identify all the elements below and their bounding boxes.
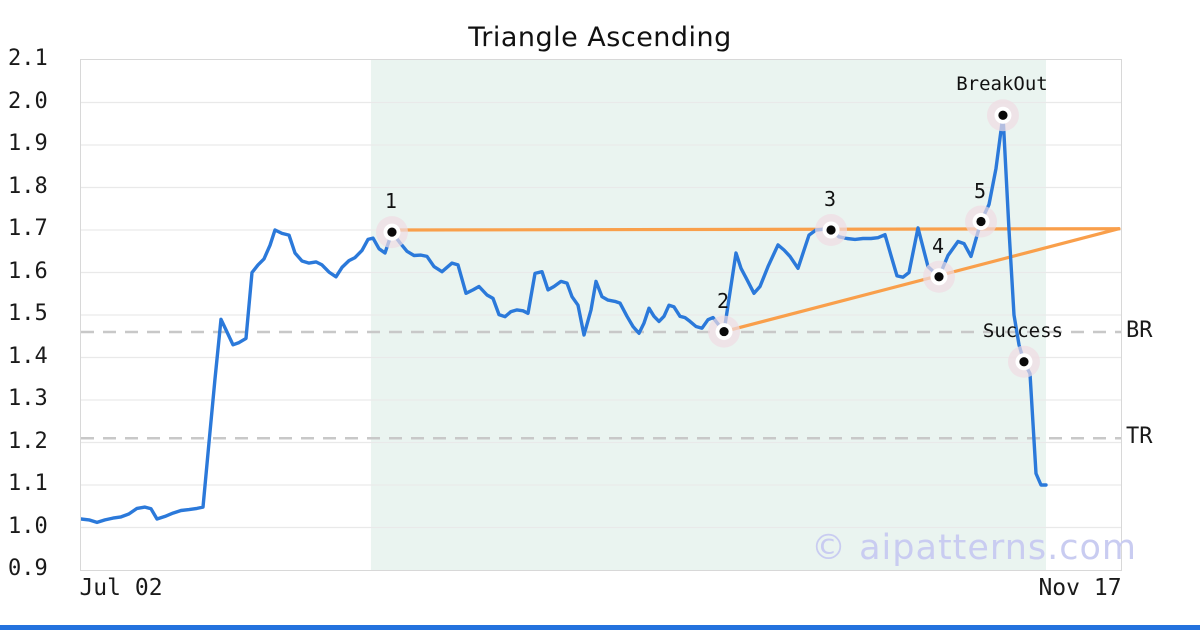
y-tick-1.7: 1.7 [8, 216, 48, 241]
x-tick-start: Jul 02 [79, 575, 163, 601]
chart-title: Triangle Ascending [468, 22, 732, 53]
y-tick-2.0: 2.0 [8, 88, 48, 114]
marker-3 [826, 225, 836, 235]
marker-4 [934, 272, 944, 282]
marker-breakout [998, 110, 1008, 120]
level-label-tr: TR [1126, 424, 1153, 450]
y-tick-1.8: 1.8 [8, 173, 48, 199]
y-tick-1.9: 1.9 [8, 131, 48, 156]
marker-1 [387, 227, 397, 237]
watermark: © aipatterns.com [810, 528, 1137, 568]
marker-2 [719, 326, 729, 337]
pattern-label-4: 4 [931, 233, 945, 258]
y-tick-1.5: 1.5 [8, 301, 48, 326]
pattern-label-2: 2 [717, 288, 730, 313]
y-tick-1.2: 1.2 [8, 428, 48, 454]
bottom-accent-bar [0, 625, 1200, 630]
trendline-resistance [390, 227, 1121, 232]
pattern-label-breakout: BreakOut [956, 73, 1048, 96]
pattern-label-3: 3 [824, 187, 837, 211]
y-tick-1.6: 1.6 [8, 258, 48, 284]
pattern-label-success: Success [982, 319, 1063, 342]
x-tick-end: Nov 17 [1038, 575, 1122, 601]
pattern-label-1: 1 [384, 189, 397, 214]
y-tick-1.1: 1.1 [8, 471, 48, 496]
y-tick-0.9: 0.9 [8, 556, 48, 581]
price-chart-svg [81, 60, 1121, 570]
trendline-support [722, 227, 1121, 334]
marker-success [1019, 357, 1029, 367]
y-tick-2.1: 2.1 [8, 46, 48, 71]
plot-area: © aipatterns.com [80, 59, 1136, 571]
y-tick-1.4: 1.4 [8, 343, 48, 369]
price-line [81, 113, 1048, 525]
y-tick-1.3: 1.3 [8, 386, 48, 411]
pattern-label-5: 5 [973, 178, 987, 203]
y-tick-1.0: 1.0 [8, 513, 48, 539]
level-label-br: BR [1126, 318, 1153, 343]
marker-5 [976, 216, 986, 227]
